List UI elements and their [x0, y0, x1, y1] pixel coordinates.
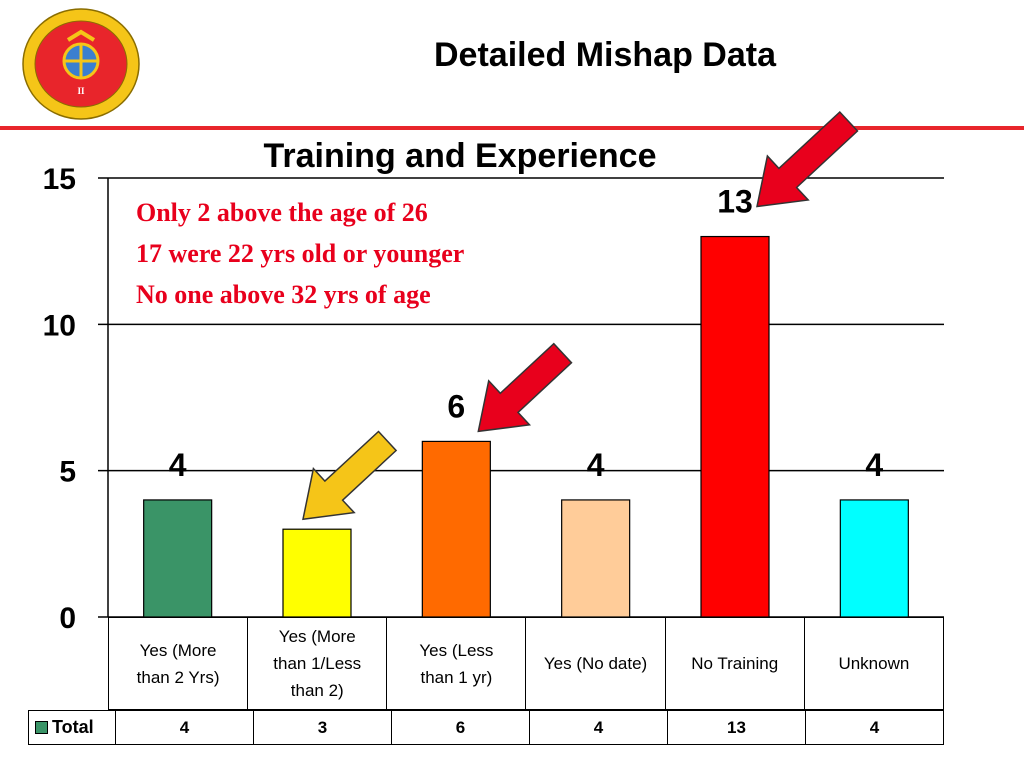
data-label-5: 4	[865, 447, 883, 483]
table-value-4: 13	[667, 710, 806, 745]
legend-swatch	[35, 721, 48, 734]
category-label-4: No Training	[664, 617, 805, 710]
y-tick-label: 10	[43, 309, 76, 342]
bar-3	[561, 499, 631, 618]
table-value-0: 4	[115, 710, 254, 745]
svg-text:II: II	[77, 86, 85, 96]
y-tick-label: 5	[59, 456, 76, 489]
category-label-5: Unknown	[803, 617, 945, 710]
table-value-3: 4	[529, 710, 668, 745]
data-table: Total 4 3 6 4 13 4	[28, 710, 944, 745]
bar-5	[839, 499, 909, 618]
marine-logo: II	[20, 6, 142, 122]
bar-1	[282, 528, 352, 618]
bar-2	[421, 440, 491, 618]
title-divider	[0, 126, 1024, 130]
table-value-2: 6	[391, 710, 530, 745]
data-label-2: 6	[447, 388, 465, 424]
category-row: Yes (More than 2 Yrs) Yes (More than 1/Less…	[107, 617, 945, 710]
bar-4	[700, 235, 770, 618]
data-label-3: 4	[587, 447, 605, 483]
legend-label: Total	[52, 717, 94, 737]
annotation-age-32: No one above 32 yrs of age	[136, 280, 431, 309]
arrow-1	[477, 342, 573, 433]
legend-entry-total: Total	[28, 710, 116, 745]
bar-0	[143, 499, 213, 618]
annotation-age-22: 17 were 22 yrs old or younger	[136, 239, 465, 268]
chart-title: Training and Experience	[263, 137, 657, 175]
data-label-0: 4	[169, 447, 187, 483]
data-label-4: 13	[717, 184, 753, 220]
arrow-0	[302, 430, 398, 521]
arrow-2	[756, 110, 859, 208]
y-tick-label: 15	[43, 163, 76, 196]
table-value-1: 3	[253, 710, 392, 745]
category-table: Yes (More than 2 Yrs) Yes (More than 1/Less…	[107, 617, 945, 710]
category-label-2: Yes (Less than 1 yr)	[386, 617, 527, 710]
category-label-0: Yes (More than 2 Yrs)	[107, 617, 249, 710]
annotation-age-26: Only 2 above the age of 26	[136, 198, 428, 227]
y-tick-label: 0	[59, 602, 76, 635]
category-label-1: Yes (More than 1/Less than 2)	[247, 617, 388, 710]
table-value-5: 4	[805, 710, 944, 745]
total-row: Total 4 3 6 4 13 4	[28, 710, 944, 745]
page-title: Detailed Mishap Data	[434, 36, 776, 74]
category-label-3: Yes (No date)	[525, 617, 666, 710]
